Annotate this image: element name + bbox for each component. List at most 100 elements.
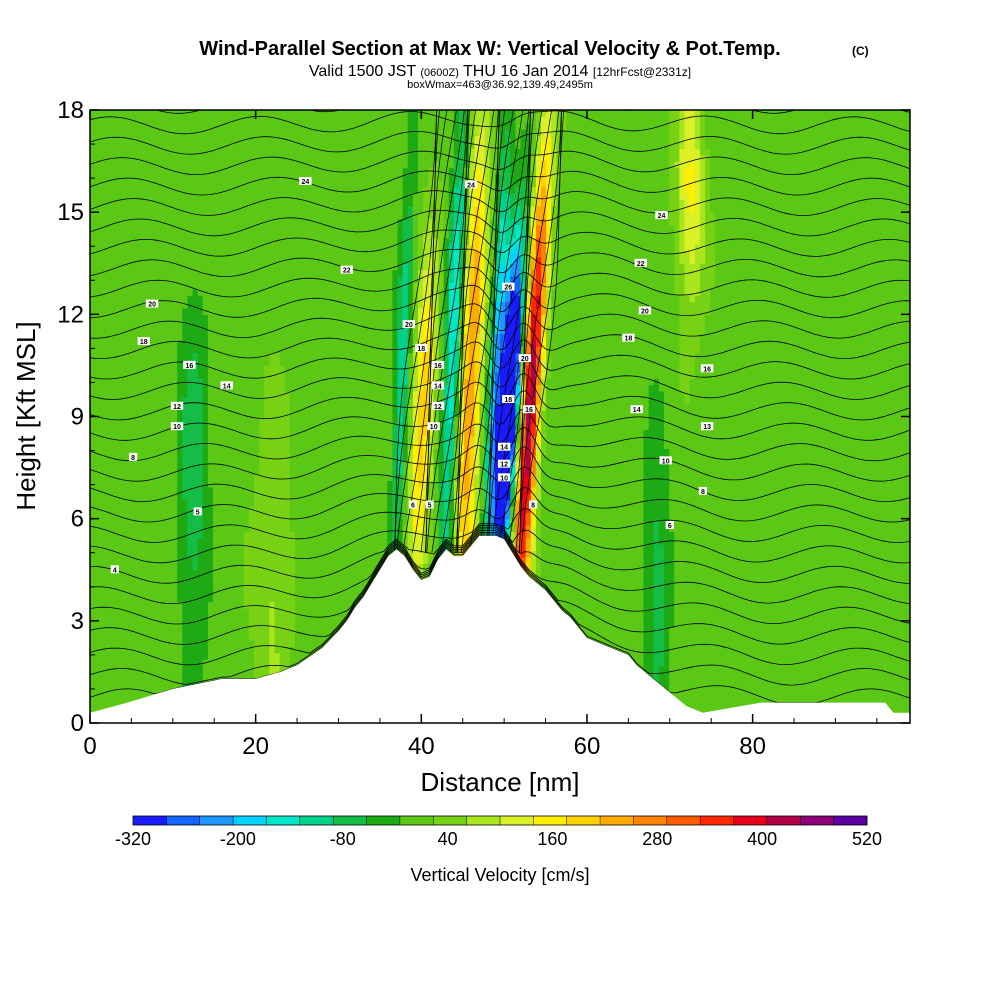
velocity-cell: [694, 544, 701, 552]
velocity-cell: [100, 537, 106, 545]
velocity-cell: [797, 550, 803, 558]
velocity-cell: [587, 550, 593, 558]
velocity-cell: [869, 652, 875, 660]
velocity-cell: [766, 537, 773, 545]
velocity-cell: [202, 639, 209, 647]
velocity-cell: [689, 671, 696, 679]
velocity-cell: [710, 678, 716, 686]
velocity-cell: [797, 652, 803, 660]
velocity-cell: [233, 544, 240, 552]
velocity-cell: [817, 659, 824, 667]
velocity-cell: [828, 576, 834, 584]
velocity-cell: [633, 569, 639, 577]
velocity-cell: [330, 550, 337, 558]
velocity-cell: [120, 627, 127, 635]
velocity-cell: [582, 614, 588, 622]
velocity-cell: [889, 620, 896, 628]
velocity-cell: [197, 627, 204, 635]
velocity-cell: [248, 576, 255, 584]
velocity-cell: [817, 671, 824, 679]
velocity-cell: [699, 659, 706, 667]
velocity-cell: [756, 601, 762, 609]
velocity-cell: [310, 531, 317, 539]
velocity-cell: [305, 550, 311, 558]
velocity-cell: [674, 525, 680, 533]
velocity-cell: [684, 531, 691, 539]
velocity-cell: [264, 633, 270, 641]
velocity-cell: [161, 550, 168, 558]
velocity-cell: [238, 595, 245, 603]
velocity-cell: [187, 595, 194, 603]
velocity-cell: [228, 652, 235, 660]
velocity-cell: [120, 556, 127, 564]
velocity-cell: [587, 601, 593, 609]
velocity-cell: [776, 646, 783, 654]
velocity-cell: [110, 678, 117, 686]
velocity-cell: [669, 608, 675, 616]
velocity-cell: [125, 646, 132, 654]
velocity-cell: [725, 569, 732, 577]
velocity-cell: [751, 595, 757, 603]
velocity-cell: [141, 646, 147, 654]
velocity-cell: [295, 576, 301, 584]
velocity-cell: [233, 595, 240, 603]
chart-title: Wind-Parallel Section at Max W: Vertical…: [199, 38, 780, 60]
velocity-cell: [592, 537, 598, 545]
velocity-cell: [879, 620, 885, 628]
velocity-cell: [187, 556, 194, 564]
velocity-cell: [146, 582, 153, 590]
velocity-cell: [699, 608, 706, 616]
velocity-cell: [838, 652, 844, 660]
velocity-cell: [264, 569, 270, 577]
velocity-cell: [874, 639, 880, 647]
velocity-cell: [571, 614, 578, 622]
velocity-cell: [699, 652, 706, 660]
velocity-cell: [259, 531, 265, 539]
velocity-cell: [756, 595, 762, 603]
velocity-cell: [438, 525, 445, 533]
velocity-cell: [833, 531, 839, 539]
velocity-cell: [187, 582, 194, 590]
velocity-cell: [120, 576, 127, 584]
velocity-cell: [674, 608, 680, 616]
velocity-cell: [530, 537, 537, 545]
velocity-cell: [151, 684, 158, 692]
velocity-cell: [797, 639, 803, 647]
velocity-cell: [418, 563, 424, 571]
velocity-cell: [161, 633, 168, 641]
velocity-cell: [248, 614, 255, 622]
velocity-cell: [894, 601, 901, 609]
velocity-cell: [658, 569, 665, 577]
velocity-cell: [817, 633, 824, 641]
velocity-cell: [740, 659, 747, 667]
velocity-cell: [756, 525, 762, 533]
velocity-cell: [699, 576, 706, 584]
velocity-cell: [325, 576, 332, 584]
velocity-cell: [387, 531, 393, 539]
velocity-cell: [192, 563, 199, 571]
velocity-cell: [607, 608, 614, 616]
velocity-cell: [787, 691, 793, 699]
velocity-cell: [730, 588, 737, 596]
velocity-cell: [146, 639, 153, 647]
velocity-cell: [874, 556, 880, 564]
velocity-cell: [669, 671, 675, 679]
velocity-cell: [699, 671, 706, 679]
velocity-cell: [269, 608, 276, 616]
velocity-cell: [812, 531, 819, 539]
velocity-cell: [664, 627, 670, 635]
velocity-cell: [541, 537, 547, 545]
velocity-cell: [787, 678, 793, 686]
velocity-cell: [848, 633, 855, 641]
velocity-cell: [648, 576, 655, 584]
velocity-cell: [797, 531, 803, 539]
velocity-cell: [361, 556, 368, 564]
velocity-cell: [330, 595, 337, 603]
velocity-cell: [310, 576, 317, 584]
velocity-cell: [633, 556, 639, 564]
velocity-cell: [310, 601, 317, 609]
velocity-cell: [320, 563, 327, 571]
velocity-cell: [110, 582, 117, 590]
velocity-cell: [771, 525, 778, 533]
velocity-cell: [177, 563, 183, 571]
